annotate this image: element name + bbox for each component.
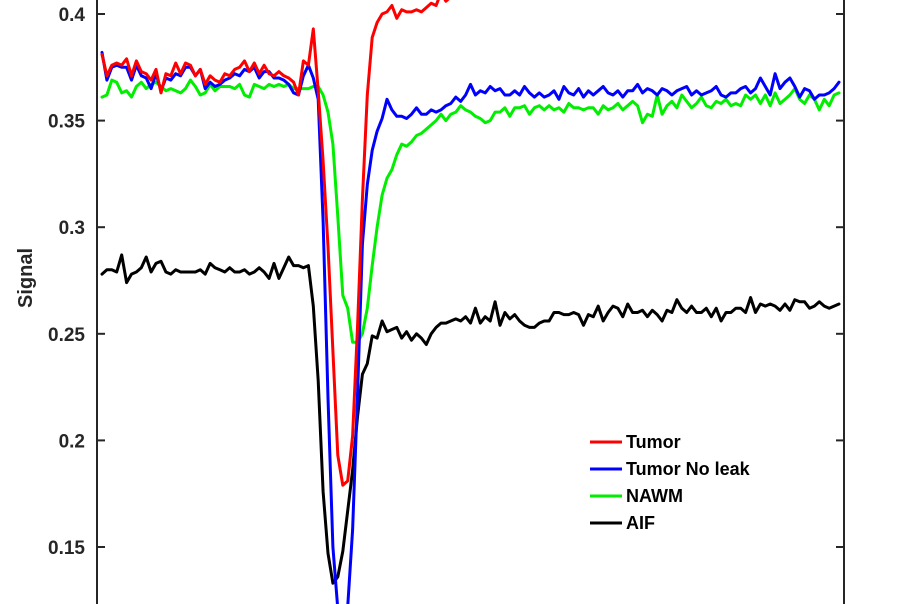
y-tick-label: 0.3 [59, 218, 85, 239]
series-line-tumor [100, 0, 450, 487]
legend-label-nawm: NAWM [626, 486, 683, 506]
series-line-nawm [100, 78, 841, 344]
y-tick-label: 0.4 [59, 5, 86, 26]
y-axis-label: Signal [15, 248, 37, 308]
y-tick-label: 0.25 [48, 325, 85, 346]
y-tick-label: 0.15 [48, 538, 85, 559]
series-line-aif [100, 253, 841, 585]
legend-label-tumor: Tumor [626, 432, 681, 452]
legend-label-aif: AIF [626, 513, 655, 533]
y-tick-label: 0.2 [59, 431, 85, 452]
legend-label-tumor-no-leak: Tumor No leak [626, 459, 751, 479]
series-line-tumor-no-leak [100, 50, 841, 604]
y-tick-label: 0.35 [48, 112, 85, 133]
